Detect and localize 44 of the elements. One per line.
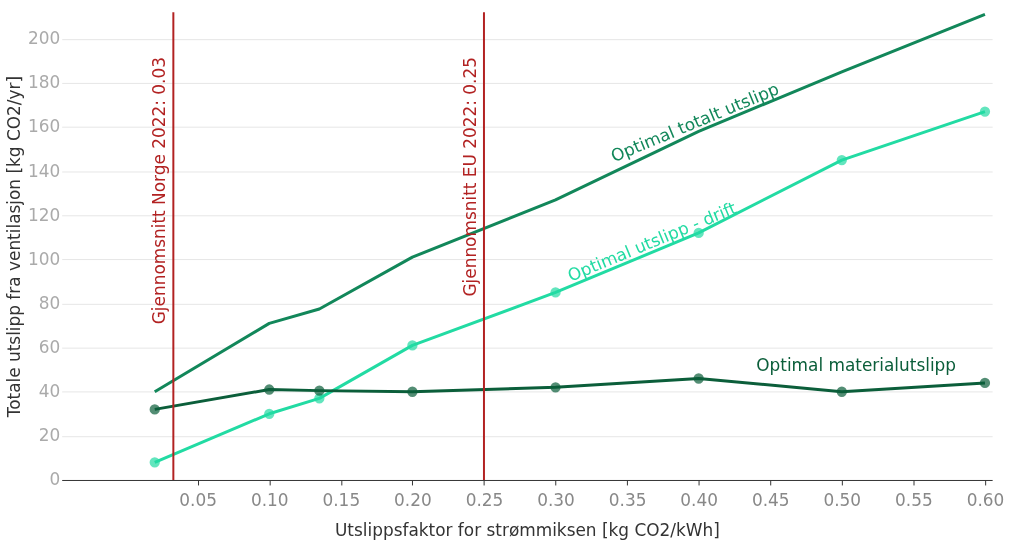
- point: [693, 373, 704, 384]
- point: [149, 404, 160, 415]
- x-tick-label: 0.45: [751, 490, 790, 511]
- point: [264, 408, 275, 419]
- y-tick-label: 60: [38, 337, 61, 358]
- y-tick-label: 80: [38, 292, 61, 313]
- point: [550, 382, 561, 393]
- x-tick-label: 0.55: [895, 490, 933, 511]
- x-tick-label: 0.60: [966, 490, 1005, 511]
- x-tick-label: 0.15: [322, 490, 361, 511]
- x-tick-label: 0.05: [179, 490, 218, 511]
- y-tick-label: 200: [27, 28, 61, 49]
- x-axis-title: Utslippsfaktor for strømmiksen [kg CO2/kWh]: [334, 520, 720, 541]
- y-tick-label: 120: [27, 204, 61, 225]
- y-axis-title: Totale utslipp fra ventilasjon [kg CO2/yr]: [3, 75, 24, 419]
- point: [693, 227, 704, 239]
- y-tick-label: 0: [49, 469, 61, 490]
- y-tick-label: 180: [27, 72, 61, 93]
- x-tick-label: 0.35: [608, 490, 647, 511]
- x-tick-label: 0.10: [250, 490, 289, 511]
- ref-line-label: Gjennomsnitt EU 2022: 0.25: [460, 57, 480, 297]
- y-tick-label: 20: [38, 425, 61, 446]
- line-series: [153, 12, 987, 394]
- x-tick-label: 0.25: [465, 490, 504, 511]
- x-tick-label: 0.30: [537, 490, 575, 511]
- x-tick-label: 0.40: [680, 490, 718, 511]
- point: [264, 384, 275, 395]
- point: [314, 385, 325, 396]
- y-tick-label: 160: [27, 116, 61, 137]
- x-tick-label: 0.20: [394, 490, 432, 511]
- point: [979, 106, 991, 117]
- y-tick-label: 100: [27, 248, 61, 269]
- point: [149, 457, 160, 468]
- point: [407, 386, 418, 397]
- point: [550, 287, 561, 298]
- y-tick-label: 40: [38, 381, 61, 402]
- point: [836, 386, 847, 397]
- ref-line-label: Gjennomsnitt Norge 2022: 0.03: [149, 57, 170, 325]
- x-tick-label: 0.50: [823, 490, 862, 511]
- point: [836, 154, 847, 166]
- y-tick-label: 140: [27, 160, 61, 181]
- point: [407, 340, 418, 351]
- series-label: Optimal materialutslipp: [756, 354, 957, 375]
- point: [979, 377, 991, 389]
